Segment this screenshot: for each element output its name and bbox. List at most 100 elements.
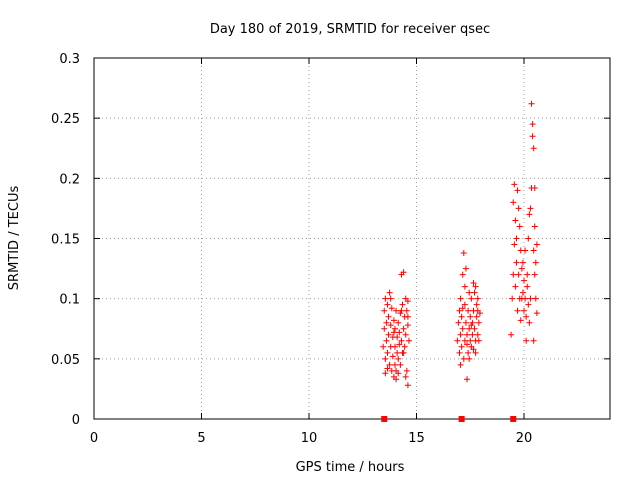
zero-marker-0 [381,416,388,422]
data-point-0-80 [466,325,473,332]
data-point-0-70 [460,249,467,256]
data-point-0-33 [397,361,404,368]
data-point-0-56 [390,329,397,336]
data-point-0-37 [399,301,406,308]
data-point-0-46 [404,322,411,329]
data-point-0-24 [393,307,400,314]
data-point-0-132 [521,307,527,314]
data-point-0-105 [459,305,466,312]
data-point-0-21 [392,361,398,368]
data-point-0-53 [393,376,400,383]
data-point-0-118 [513,259,520,266]
y-tick-label-1: 0.05 [51,353,80,368]
data-point-0-11 [386,361,393,368]
data-point-0-120 [514,307,521,314]
data-point-0-128 [518,265,525,272]
x-tick-label-2: 10 [301,431,318,446]
data-point-0-2 [381,325,388,332]
data-point-0-65 [457,295,464,302]
data-point-0-62 [456,349,463,356]
data-point-0-150 [530,145,537,152]
data-point-0-50 [382,370,389,377]
data-point-0-142 [526,319,533,326]
data-point-0-103 [470,280,477,287]
data-point-0-73 [461,337,468,344]
data-point-0-136 [523,337,530,344]
data-point-0-29 [395,355,402,362]
chart-title: Day 180 of 2019, SRMTID for receiver qse… [210,22,490,37]
data-point-0-78 [465,349,472,356]
data-point-0-16 [388,305,395,312]
data-point-0-30 [396,341,403,348]
data-point-0-137 [523,313,530,320]
data-point-0-151 [530,247,537,254]
zero-markers [381,416,517,422]
x-tick-label-1: 5 [197,431,205,446]
data-point-0-131 [519,259,526,266]
data-point-0-116 [512,283,519,290]
data-point-0-9 [385,331,392,338]
data-point-0-101 [461,283,468,290]
data-point-0-41 [401,343,408,350]
data-point-0-144 [527,295,534,302]
y-tick-label-3: 0.15 [51,233,80,248]
data-point-0-72 [461,301,468,308]
y-tick-label-6: 0.3 [59,52,80,67]
data-point-0-94 [473,313,480,320]
data-point-0-79 [465,307,472,314]
data-point-0-82 [467,337,474,344]
data-point-0-42 [402,331,409,338]
data-points [380,100,540,389]
y-tick-label-2: 0.1 [59,293,80,308]
data-point-0-20 [390,317,397,324]
data-point-0-76 [464,376,471,383]
data-point-0-63 [456,307,463,314]
data-point-0-145 [527,205,534,212]
data-point-0-91 [471,289,478,296]
data-point-0-34 [398,337,405,344]
data-point-0-113 [510,199,517,206]
data-point-0-99 [475,337,482,344]
data-point-0-71 [460,355,467,362]
data-point-0-90 [471,325,478,332]
zero-marker-2 [510,416,517,422]
data-point-0-3 [382,295,389,302]
data-point-0-98 [475,319,482,326]
data-point-0-155 [532,295,539,302]
data-point-0-47 [404,382,411,389]
data-point-0-55 [402,295,409,302]
data-point-0-51 [384,365,391,372]
data-point-0-123 [515,271,522,278]
data-point-0-158 [530,337,537,344]
data-point-0-109 [476,310,483,317]
data-point-0-130 [519,289,526,296]
data-point-0-106 [464,341,471,348]
data-point-0-43 [402,373,409,380]
data-point-0-110 [508,331,515,338]
data-point-0-58 [400,349,407,356]
axis-ticks: 0 5 10 15 20 0 0.05 0.1 0.15 0.2 0.25 0.3 [51,52,610,446]
data-point-0-1 [381,307,388,314]
data-point-0-133 [521,277,527,284]
data-point-0-112 [510,271,517,278]
data-point-0-44 [403,307,410,314]
data-point-0-26 [394,334,401,341]
data-point-0-54 [398,307,405,314]
data-point-0-107 [468,322,475,329]
x-tick-label-0: 0 [90,431,98,446]
data-point-0-141 [525,235,532,242]
data-point-0-27 [394,349,401,356]
data-point-0-117 [512,217,519,224]
data-point-0-61 [455,319,462,326]
data-point-0-143 [526,211,533,218]
data-point-0-75 [462,319,469,326]
data-point-0-93 [472,283,479,290]
data-point-0-22 [392,325,398,332]
data-point-0-135 [522,247,529,254]
data-point-0-52 [387,295,394,302]
data-point-0-49 [405,337,412,344]
y-tick-label-0: 0 [72,413,80,428]
data-point-0-4 [382,355,389,362]
data-point-0-18 [389,353,396,360]
